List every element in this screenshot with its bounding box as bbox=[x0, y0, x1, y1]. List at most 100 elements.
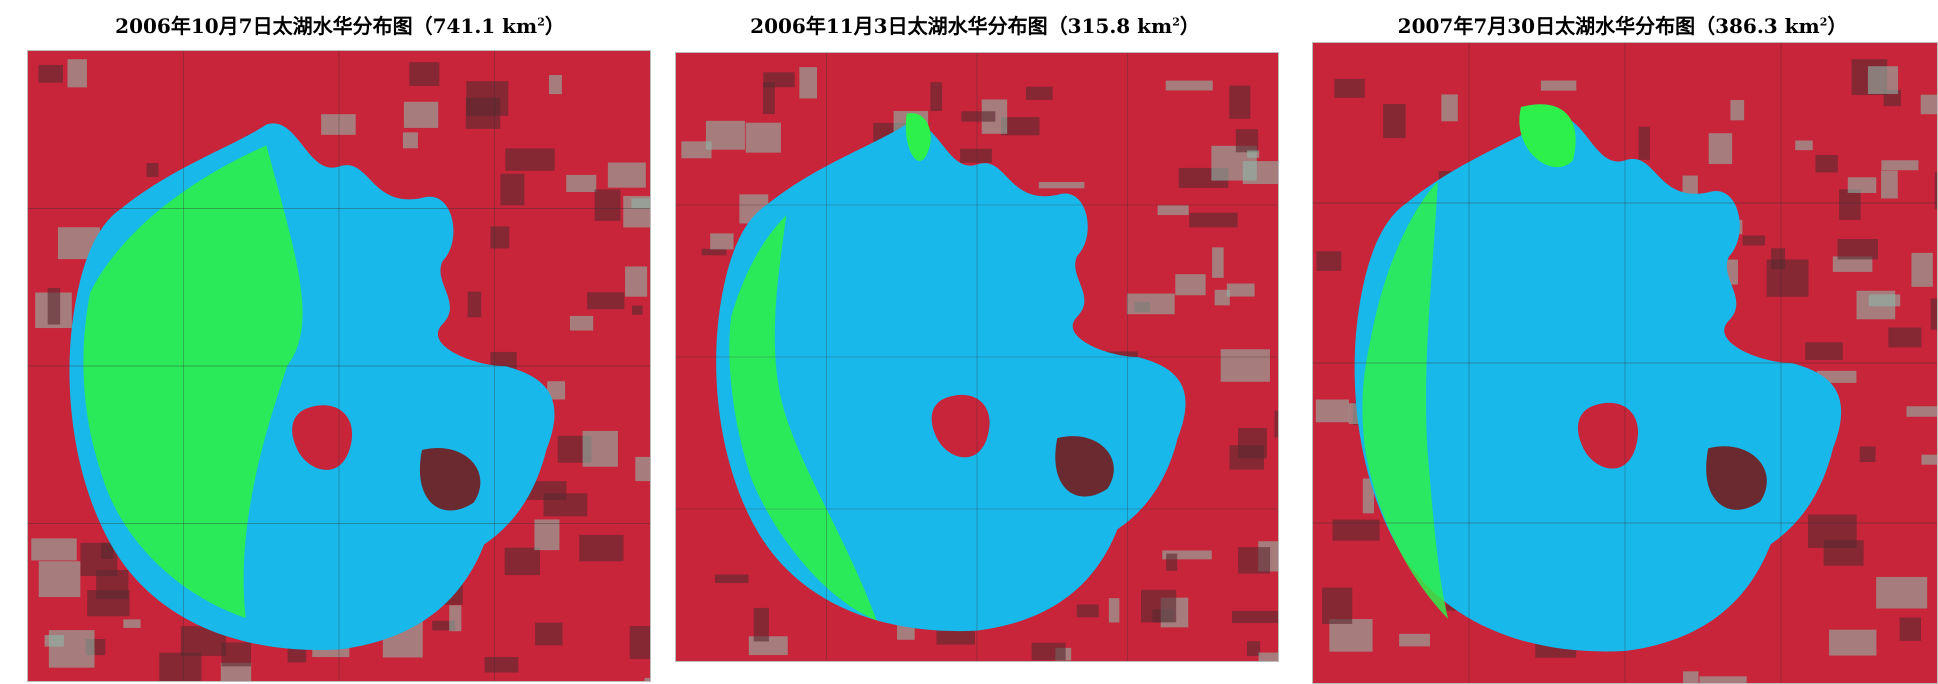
panel-3-title: 2007年7月30日太湖水华分布图（386.3 km2） bbox=[1310, 10, 1935, 39]
land-patch bbox=[1246, 641, 1261, 657]
title-text: 2006年11月3日太湖水华分布图（315.8 km bbox=[750, 14, 1173, 38]
title-text: 2006年10月7日太湖水华分布图（741.1 km bbox=[115, 14, 538, 38]
land-patch bbox=[500, 173, 525, 206]
land-patch bbox=[31, 538, 77, 561]
land-patch bbox=[1212, 247, 1224, 278]
panel-2-title: 2006年11月3日太湖水华分布图（315.8 km2） bbox=[670, 10, 1280, 39]
land-patch bbox=[1235, 129, 1259, 153]
land-patch bbox=[123, 619, 141, 628]
land-patch bbox=[432, 620, 455, 631]
land-patch bbox=[625, 266, 648, 297]
land-patch bbox=[1888, 327, 1922, 348]
land-patch bbox=[1166, 553, 1178, 571]
land-patch bbox=[1189, 212, 1238, 228]
map-panel-2 bbox=[675, 52, 1279, 662]
map-panel-1 bbox=[27, 50, 651, 682]
land-patch bbox=[745, 122, 781, 153]
land-patch bbox=[1837, 239, 1878, 260]
land-patch bbox=[1832, 256, 1873, 272]
land-patch bbox=[1683, 671, 1699, 683]
land-patch bbox=[632, 305, 643, 315]
island bbox=[1577, 402, 1639, 469]
land-patch bbox=[321, 114, 356, 135]
land-patch bbox=[1881, 170, 1898, 199]
land-patch bbox=[1930, 298, 1937, 330]
algal-bloom bbox=[83, 145, 303, 618]
land-patch bbox=[1232, 610, 1278, 624]
title-text: ） bbox=[1827, 14, 1848, 38]
land-patch bbox=[1165, 80, 1213, 91]
land-patch bbox=[543, 493, 588, 517]
title-text: ） bbox=[544, 14, 565, 38]
land-patch bbox=[1899, 617, 1921, 641]
land-patch bbox=[1025, 86, 1053, 100]
land-patch bbox=[1906, 406, 1937, 417]
land-patch bbox=[701, 248, 727, 256]
land-patch bbox=[1383, 104, 1406, 139]
land-patch bbox=[936, 628, 975, 645]
land-patch bbox=[930, 82, 943, 112]
land-patch bbox=[1362, 478, 1374, 514]
island bbox=[292, 405, 353, 470]
land-patch bbox=[1399, 633, 1430, 647]
land-patch bbox=[484, 656, 519, 673]
land-patch bbox=[1540, 80, 1577, 91]
map-panel-3 bbox=[1312, 42, 1938, 684]
land-patch bbox=[1001, 117, 1040, 136]
land-patch bbox=[146, 163, 159, 177]
land-patch bbox=[1441, 94, 1458, 122]
land-patch bbox=[1274, 410, 1278, 438]
land-patch bbox=[705, 120, 745, 150]
land-patch bbox=[635, 456, 650, 482]
satellite-map bbox=[28, 51, 650, 681]
island bbox=[931, 394, 990, 458]
land-patch bbox=[1076, 604, 1099, 618]
land-patch bbox=[490, 226, 510, 249]
land-patch bbox=[1214, 289, 1230, 306]
land-patch bbox=[534, 519, 560, 551]
land-patch bbox=[535, 622, 563, 646]
land-patch bbox=[1921, 454, 1937, 465]
land-patch bbox=[1881, 160, 1919, 171]
land-patch bbox=[607, 162, 646, 188]
land-patch bbox=[1730, 100, 1745, 121]
land-patch bbox=[220, 662, 252, 681]
land-patch bbox=[548, 74, 562, 95]
algal-bloom bbox=[729, 215, 877, 621]
land-patch bbox=[1859, 446, 1876, 462]
title-text: ） bbox=[1179, 14, 1200, 38]
algal-bloom bbox=[1519, 104, 1576, 168]
land-patch bbox=[1238, 427, 1267, 459]
land-patch bbox=[96, 570, 129, 600]
land-patch bbox=[587, 292, 625, 310]
land-patch bbox=[1031, 642, 1066, 661]
land-patch bbox=[1708, 133, 1733, 164]
land-patch bbox=[681, 141, 712, 159]
lake-water bbox=[716, 122, 1186, 632]
land-patch bbox=[1934, 172, 1937, 210]
land-patch bbox=[38, 64, 64, 83]
land-patch bbox=[623, 195, 650, 228]
land-patch bbox=[1805, 342, 1843, 361]
land-patch bbox=[961, 111, 996, 122]
land-patch bbox=[1157, 205, 1189, 216]
land-patch bbox=[505, 148, 555, 171]
land-patch bbox=[1682, 175, 1698, 198]
land-patch bbox=[467, 291, 482, 318]
land-patch bbox=[1316, 251, 1342, 271]
land-patch bbox=[960, 148, 992, 163]
land-patch bbox=[504, 547, 541, 576]
land-patch bbox=[1226, 283, 1255, 297]
land-patch bbox=[1258, 652, 1278, 661]
land-patch bbox=[1699, 676, 1747, 683]
algal-bloom bbox=[1362, 181, 1449, 619]
land-patch bbox=[47, 287, 61, 325]
land-patch bbox=[1911, 252, 1933, 287]
land-patch bbox=[629, 626, 650, 660]
land-patch bbox=[1867, 66, 1899, 95]
land-patch bbox=[547, 381, 566, 400]
land-patch bbox=[1141, 589, 1177, 623]
land-patch bbox=[449, 605, 462, 632]
land-patch bbox=[582, 430, 618, 467]
land-patch bbox=[409, 62, 440, 86]
